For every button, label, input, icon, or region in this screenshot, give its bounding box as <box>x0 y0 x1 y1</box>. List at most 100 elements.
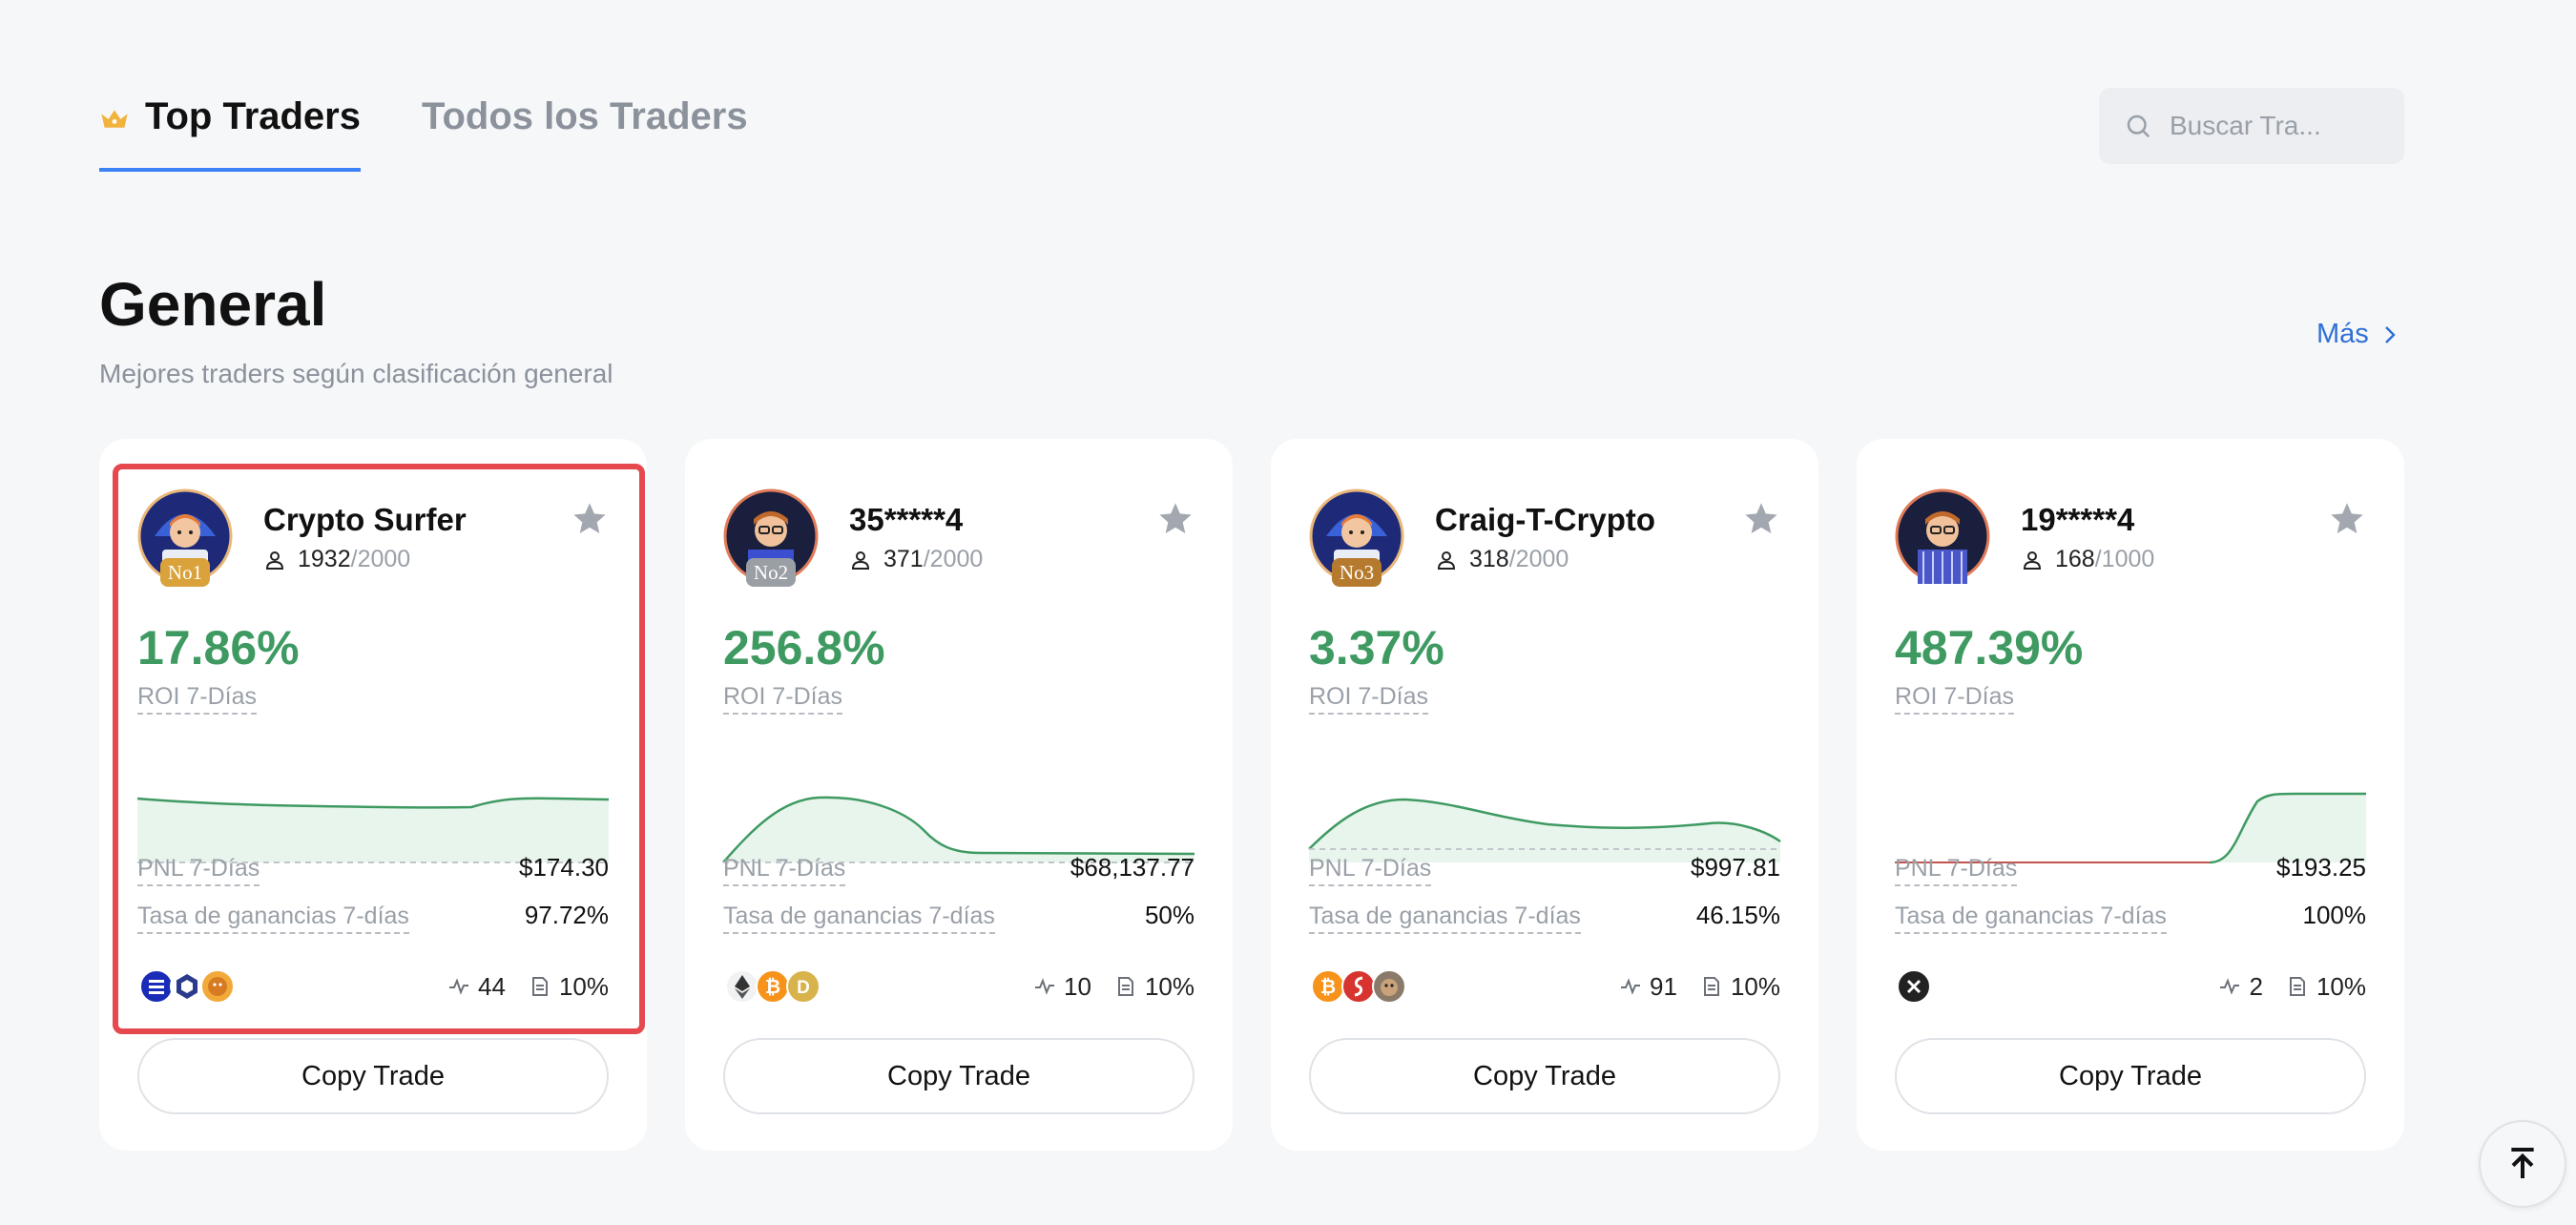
winrate-label: Tasa de ganancias 7-días <box>1895 903 2167 934</box>
roi-sparkline <box>722 796 1195 863</box>
dogecoin-icon: D <box>786 969 821 1004</box>
star-icon[interactable] <box>571 500 609 538</box>
svg-text:₿: ₿ <box>1320 977 1336 998</box>
copy-trade-button[interactable]: Copy Trade <box>137 1038 609 1114</box>
pnl-value: $174.30 <box>519 853 609 882</box>
trader-card[interactable]: 19*****4 168/1000 487.39% ROI 7-Días PNL… <box>1857 439 2404 1151</box>
trades-count: 91 <box>1650 971 1677 1001</box>
profit-share: 10% <box>1730 971 1780 1001</box>
followers-capacity: /1000 <box>2094 546 2155 572</box>
trade-metrics: 2 10% <box>2218 969 2366 1004</box>
copy-trade-button[interactable]: Copy Trade <box>1895 1038 2366 1114</box>
trades-count: 44 <box>478 971 506 1001</box>
search-icon <box>2127 114 2150 138</box>
document-icon <box>1703 977 1719 996</box>
document-icon <box>2289 977 2305 996</box>
tab-top-traders[interactable]: Top Traders <box>99 95 361 172</box>
rank-badge: No2 <box>746 558 796 587</box>
roi-value: 3.37% <box>1309 621 1444 675</box>
roi-label: ROI 7-Días <box>1895 683 2015 715</box>
roi-sparkline <box>1895 792 2366 864</box>
document-icon <box>1117 977 1133 996</box>
winrate-value: 100% <box>2302 901 2367 929</box>
trader-name[interactable]: 19*****4 <box>2021 502 2135 537</box>
pnl-label: PNL 7-Días <box>137 855 260 886</box>
winrate-value: 46.15% <box>1695 901 1780 929</box>
winrate-label: Tasa de ganancias 7-días <box>137 903 409 934</box>
copy-trade-button[interactable]: Copy Trade <box>1309 1038 1780 1114</box>
trade-metrics: 91 10% <box>1619 969 1780 1004</box>
pnl-label: PNL 7-Días <box>1309 855 1432 886</box>
coin-list: ₿ <box>1311 969 1406 1004</box>
followers-capacity: /2000 <box>350 546 411 572</box>
pnl-row: PNL 7-Días $174.30 <box>137 853 609 886</box>
star-icon[interactable] <box>1742 500 1780 538</box>
roi-label: ROI 7-Días <box>137 683 258 715</box>
coin-list <box>1897 969 1931 1004</box>
chainlink-icon <box>170 969 204 1004</box>
trade-metrics: 10 10% <box>1033 969 1195 1004</box>
followers-value: 168 <box>2055 546 2095 572</box>
trader-card[interactable]: No3 Craig-T-Crypto 318/2000 3.37% ROI 7-… <box>1271 439 1818 1151</box>
followers-capacity: /2000 <box>1508 546 1569 572</box>
pnl-row: PNL 7-Días $193.25 <box>1895 853 2366 886</box>
pnl-label: PNL 7-Días <box>1895 855 2018 886</box>
trader-card[interactable]: No1 Crypto Surfer 1932/2000 17.86% ROI 7… <box>99 439 647 1151</box>
copy-trade-button[interactable]: Copy Trade <box>723 1038 1195 1114</box>
tab-all-traders-label: Todos los Traders <box>422 95 748 137</box>
roi-value: 17.86% <box>137 621 300 675</box>
sui-icon <box>1341 969 1376 1004</box>
chevron-right-icon <box>2384 325 2396 343</box>
activity-icon <box>449 978 469 995</box>
activity-icon <box>1035 978 1055 995</box>
trader-name[interactable]: Craig-T-Crypto <box>1435 502 1655 537</box>
trades-count: 10 <box>1064 971 1091 1001</box>
xrp-icon <box>1897 969 1931 1004</box>
rank-badge: No1 <box>160 558 210 587</box>
arrow-up-icon <box>2511 1148 2534 1178</box>
activity-icon <box>1621 978 1641 995</box>
winrate-row: Tasa de ganancias 7-días 46.15% <box>1309 901 1780 934</box>
section-title: General <box>99 270 327 339</box>
winrate-row: Tasa de ganancias 7-días 97.72% <box>137 901 609 934</box>
trader-card[interactable]: No2 35*****4 371/2000 256.8% ROI 7-Días … <box>685 439 1233 1151</box>
followers-count: 318/2000 <box>1435 546 1568 573</box>
user-icon <box>265 550 284 570</box>
profit-share: 10% <box>558 971 609 1001</box>
winrate-label: Tasa de ganancias 7-días <box>1309 903 1581 934</box>
pnl-value: $193.25 <box>2276 853 2366 882</box>
bitcoin-icon: ₿ <box>1311 969 1345 1004</box>
trades-count: 2 <box>2249 971 2263 1001</box>
svg-text:₿: ₿ <box>765 977 780 998</box>
trader-name[interactable]: 35*****4 <box>849 502 964 537</box>
activity-icon <box>2220 978 2240 995</box>
star-icon[interactable] <box>1156 500 1195 538</box>
rank-badge: No3 <box>1332 558 1381 587</box>
winrate-row: Tasa de ganancias 7-días 100% <box>1895 901 2366 934</box>
followers-value: 318 <box>1469 546 1509 572</box>
pnl-label: PNL 7-Días <box>723 855 846 886</box>
crown-icon <box>101 110 128 128</box>
memecoin-icon <box>1372 969 1406 1004</box>
winrate-value: 97.72% <box>524 901 609 929</box>
roi-value: 487.39% <box>1895 621 2084 675</box>
search-input[interactable] <box>2170 111 2370 141</box>
profit-share: 10% <box>1144 971 1195 1001</box>
pnl-value: $997.81 <box>1691 853 1780 882</box>
coin-list: ₿ D <box>725 969 821 1004</box>
roi-label: ROI 7-Días <box>1309 683 1429 715</box>
tab-all-traders[interactable]: Todos los Traders <box>422 95 748 172</box>
back-to-top-button[interactable] <box>2479 1120 2566 1208</box>
roi-label: ROI 7-Días <box>723 683 843 715</box>
trade-metrics: 44 10% <box>447 969 609 1004</box>
trader-name[interactable]: Crypto Surfer <box>263 502 467 537</box>
svg-text:D: D <box>797 978 810 998</box>
winrate-label: Tasa de ganancias 7-días <box>723 903 995 934</box>
star-icon[interactable] <box>2328 500 2366 538</box>
more-link[interactable]: Más <box>2316 319 2401 350</box>
more-link-label: Más <box>2316 319 2369 349</box>
user-icon <box>2023 550 2042 570</box>
avatar[interactable] <box>1895 488 1990 584</box>
followers-count: 371/2000 <box>849 546 983 573</box>
pnl-row: PNL 7-Días $997.81 <box>1309 853 1780 886</box>
